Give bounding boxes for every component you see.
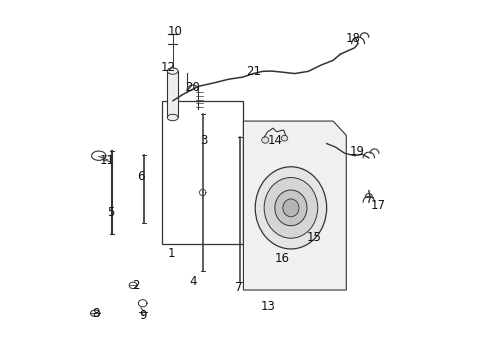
Text: 21: 21 xyxy=(245,64,261,77)
Text: 19: 19 xyxy=(349,145,364,158)
Ellipse shape xyxy=(167,114,178,121)
Bar xyxy=(164,103,241,243)
Text: 12: 12 xyxy=(160,61,175,74)
Text: 9: 9 xyxy=(139,309,146,322)
Text: 8: 8 xyxy=(92,307,100,320)
Ellipse shape xyxy=(255,167,326,249)
Ellipse shape xyxy=(281,135,287,141)
Ellipse shape xyxy=(274,190,306,226)
Text: 1: 1 xyxy=(167,247,175,260)
Text: 17: 17 xyxy=(370,198,385,212)
Text: 6: 6 xyxy=(137,170,144,183)
Text: 3: 3 xyxy=(199,134,207,147)
Text: 15: 15 xyxy=(306,231,321,244)
Text: 14: 14 xyxy=(267,134,282,147)
Text: 16: 16 xyxy=(274,252,289,265)
Ellipse shape xyxy=(261,137,268,143)
Text: 10: 10 xyxy=(167,25,182,38)
Ellipse shape xyxy=(264,177,317,238)
Polygon shape xyxy=(243,121,346,290)
Ellipse shape xyxy=(167,68,178,74)
Ellipse shape xyxy=(283,199,298,217)
Text: 2: 2 xyxy=(132,279,139,292)
Text: 4: 4 xyxy=(188,275,196,288)
Text: 7: 7 xyxy=(235,281,243,294)
Text: 13: 13 xyxy=(260,300,275,313)
Text: 5: 5 xyxy=(107,206,114,219)
Bar xyxy=(167,71,178,117)
Text: 18: 18 xyxy=(346,32,360,45)
Text: 20: 20 xyxy=(185,81,200,94)
Bar xyxy=(162,102,242,244)
Text: 11: 11 xyxy=(99,154,114,167)
